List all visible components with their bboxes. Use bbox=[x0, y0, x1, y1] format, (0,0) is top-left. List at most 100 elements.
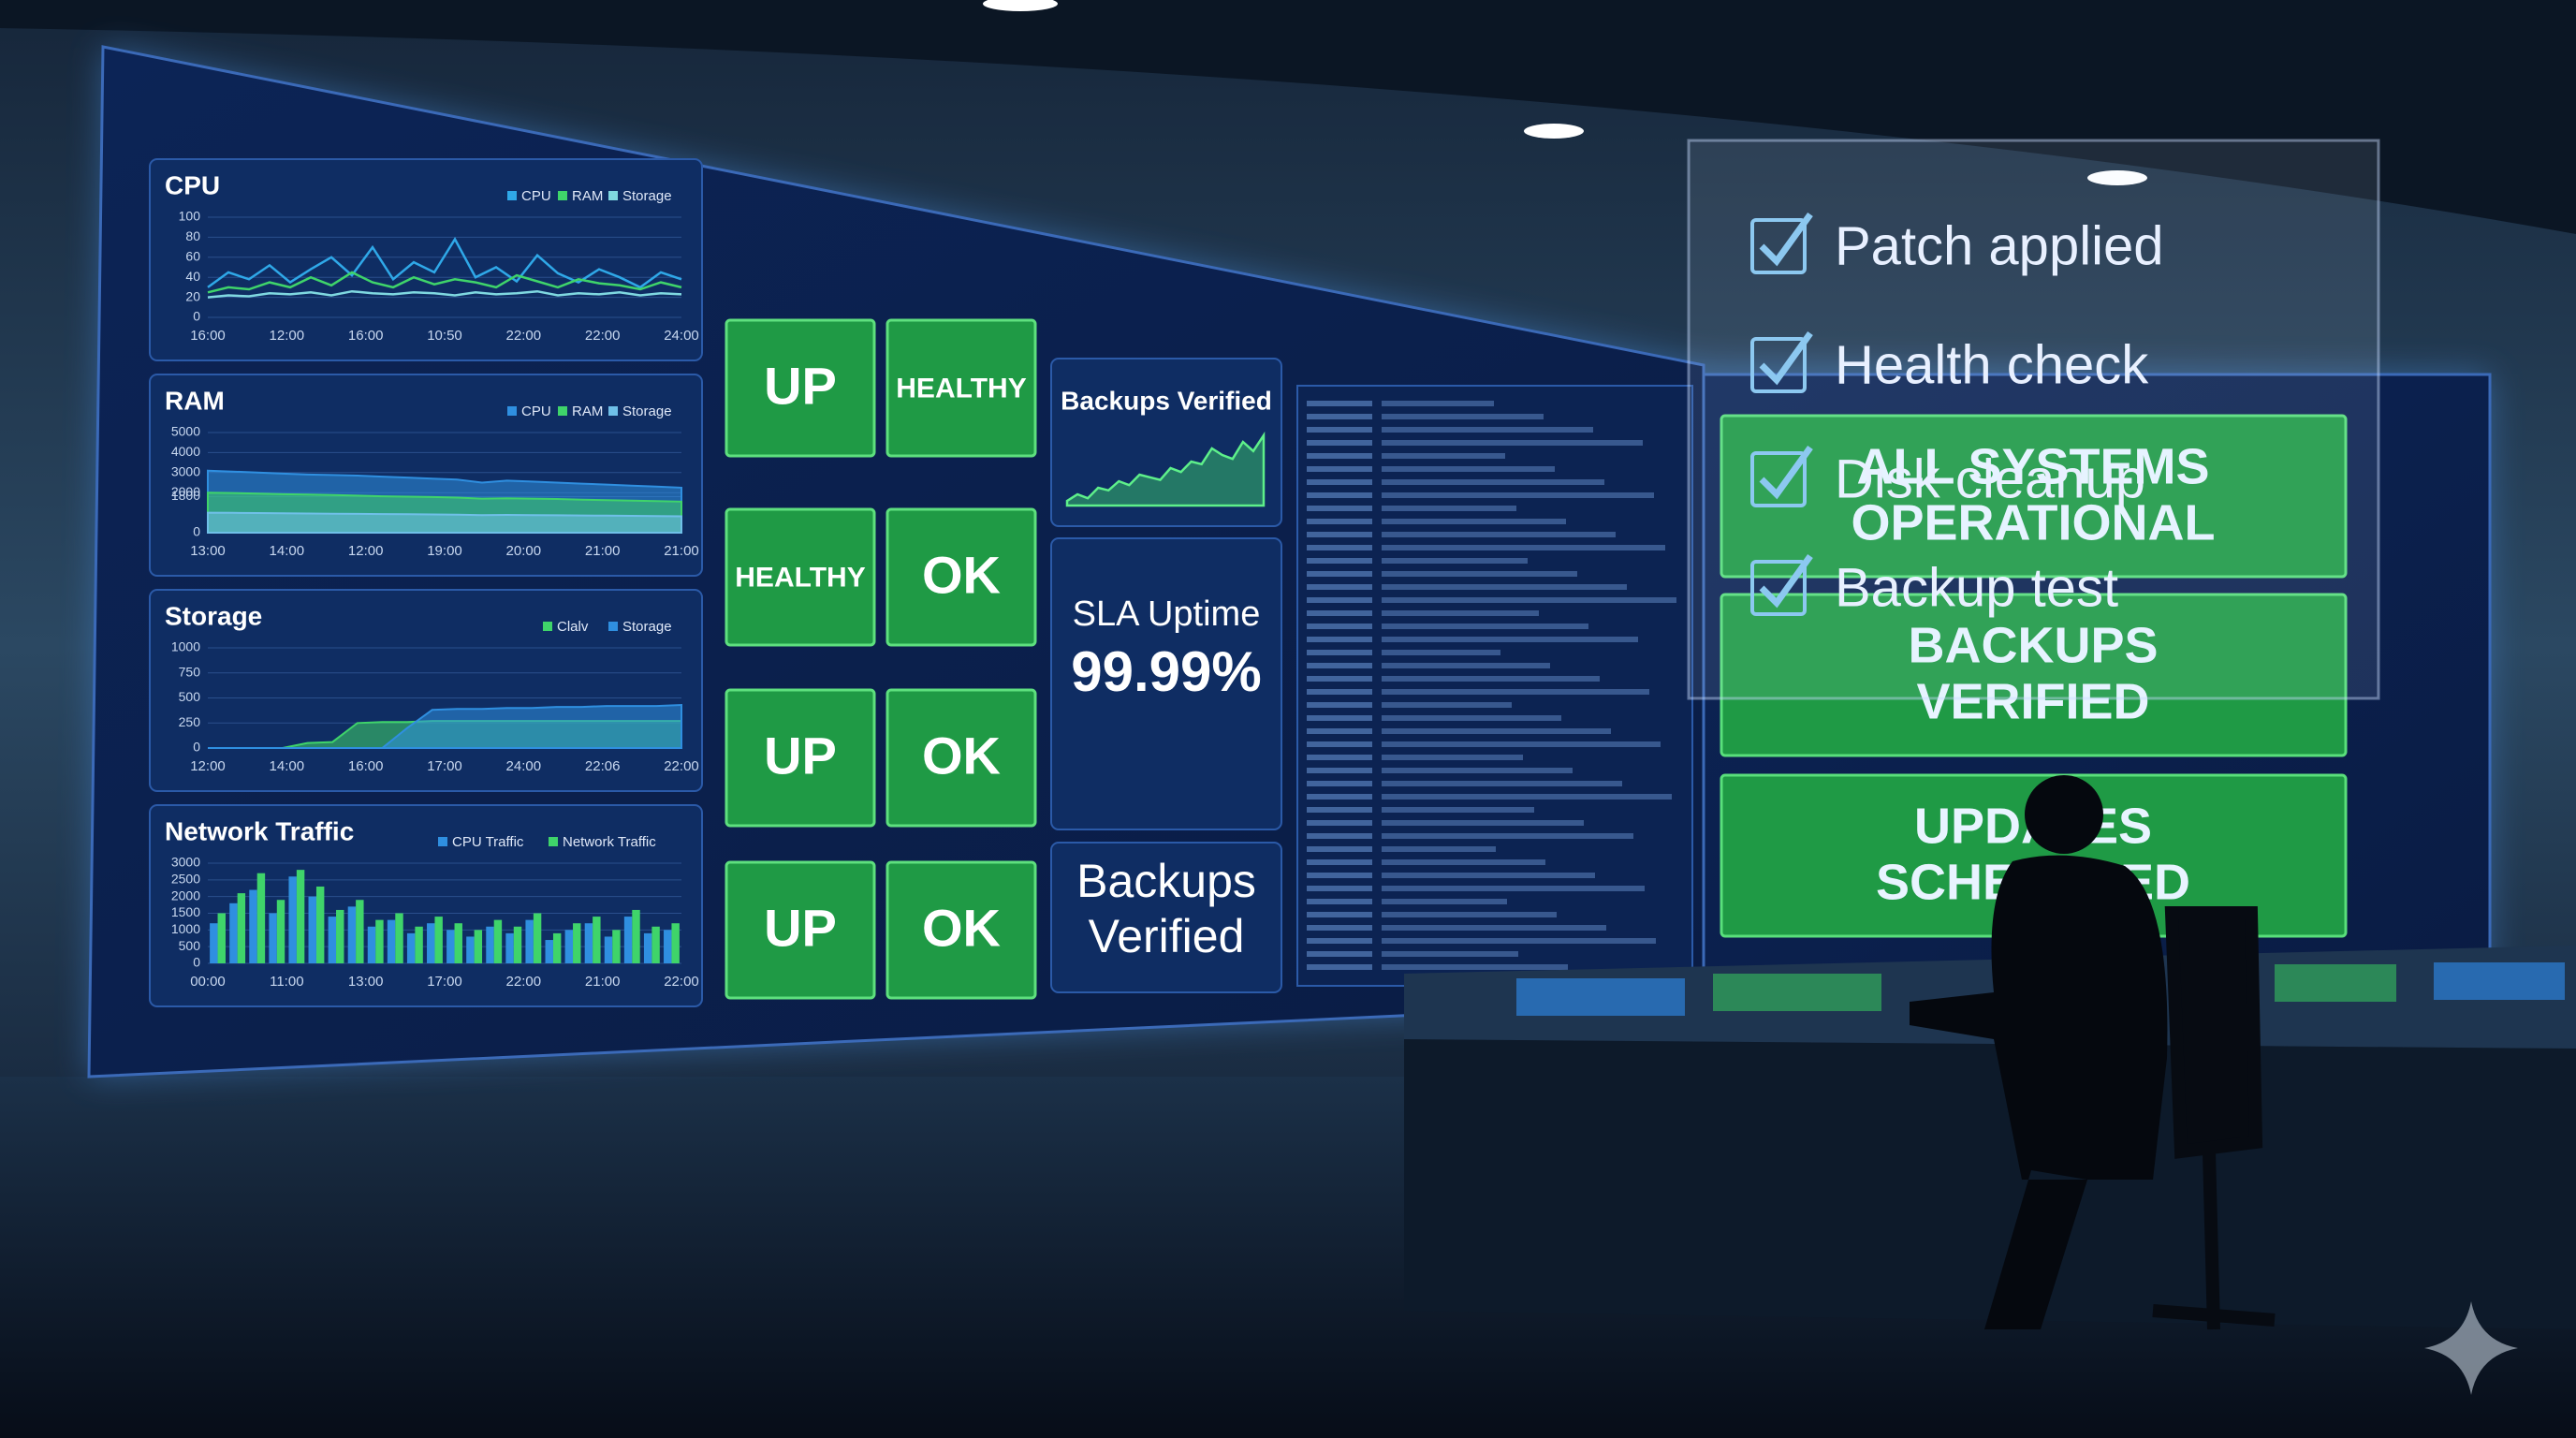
x-tick-label: 22:00 bbox=[664, 758, 699, 774]
x-tick-label: 12:00 bbox=[190, 758, 226, 774]
legend-label: Storage bbox=[622, 619, 672, 635]
checkmark bbox=[1759, 445, 1813, 500]
legend-label: CPU bbox=[521, 188, 551, 204]
x-tick-label: 14:00 bbox=[270, 758, 305, 774]
chair bbox=[2152, 906, 2276, 1330]
x-tick-label: 17:00 bbox=[427, 974, 462, 990]
status-tile bbox=[886, 860, 1037, 1000]
bar bbox=[454, 923, 462, 963]
legend-label: Network Traffic bbox=[563, 834, 656, 850]
bar bbox=[671, 923, 680, 963]
bar bbox=[367, 926, 376, 963]
bar bbox=[623, 917, 633, 963]
log-line bbox=[1307, 938, 1372, 944]
log-line bbox=[1382, 768, 1573, 773]
log-line bbox=[1382, 846, 1496, 852]
log-line bbox=[1307, 519, 1372, 524]
log-line bbox=[1382, 466, 1555, 472]
status-banner-text: ALL SYSTEMS bbox=[1856, 438, 2209, 494]
log-line bbox=[1382, 938, 1656, 944]
status-tile bbox=[724, 688, 876, 828]
panel bbox=[1050, 358, 1282, 527]
bar bbox=[632, 909, 640, 963]
log-line bbox=[1382, 453, 1505, 459]
log-line bbox=[1307, 820, 1372, 826]
log-line bbox=[1382, 532, 1616, 537]
y-tick-label: 1800 bbox=[171, 488, 200, 503]
log-line bbox=[1382, 624, 1588, 629]
log-line bbox=[1307, 755, 1372, 760]
log-line bbox=[1382, 637, 1638, 642]
bar bbox=[296, 870, 305, 963]
log-line bbox=[1382, 427, 1593, 433]
y-tick-label: 0 bbox=[193, 955, 200, 970]
legend-swatch bbox=[549, 837, 558, 846]
log-line bbox=[1382, 794, 1672, 800]
operator-head bbox=[2025, 775, 2103, 854]
x-tick-label: 12:00 bbox=[348, 543, 384, 559]
log-line bbox=[1382, 584, 1627, 590]
status-tile bbox=[886, 688, 1037, 828]
log-line bbox=[1307, 558, 1372, 564]
bar bbox=[505, 932, 514, 963]
bar bbox=[446, 930, 455, 963]
bar bbox=[308, 896, 316, 963]
backups-line: Backups bbox=[1076, 855, 1256, 907]
line bbox=[207, 271, 682, 294]
y-tick-label: 1500 bbox=[171, 904, 200, 919]
log-line bbox=[1307, 951, 1372, 957]
sparkline-area bbox=[1065, 431, 1266, 507]
panel-title: RAM bbox=[165, 386, 225, 415]
ceiling-light bbox=[1524, 124, 1584, 139]
status-banner-text: OPERATIONAL bbox=[1852, 494, 2216, 550]
y-tick-label: 500 bbox=[179, 689, 201, 704]
bar bbox=[356, 900, 364, 963]
y-tick-label: 2000 bbox=[171, 484, 200, 499]
sparkle-icon bbox=[2424, 1301, 2518, 1395]
sla-value: 99.99% bbox=[1071, 640, 1262, 703]
y-tick-label: 80 bbox=[185, 228, 200, 243]
x-tick-label: 22:00 bbox=[664, 974, 699, 990]
status-tile-label: OK bbox=[922, 726, 1001, 785]
status-tile-label: UP bbox=[764, 898, 837, 957]
log-line bbox=[1382, 807, 1534, 813]
log-line bbox=[1307, 715, 1372, 721]
checkmark bbox=[1759, 212, 1813, 267]
log-line bbox=[1382, 873, 1595, 878]
bar bbox=[347, 906, 357, 963]
bar bbox=[533, 913, 542, 963]
bar bbox=[229, 902, 238, 963]
panel-title: Storage bbox=[165, 601, 262, 630]
x-tick-label: 12:00 bbox=[270, 328, 305, 344]
log-line bbox=[1307, 859, 1372, 865]
log-line bbox=[1382, 414, 1544, 419]
log-line bbox=[1307, 676, 1372, 682]
log-line bbox=[1307, 689, 1372, 695]
bar bbox=[584, 923, 593, 963]
y-tick-label: 1000 bbox=[171, 639, 200, 654]
bar bbox=[415, 926, 423, 963]
bar bbox=[434, 917, 443, 963]
log-line bbox=[1307, 597, 1372, 603]
log-line bbox=[1307, 479, 1372, 485]
status-tile bbox=[724, 860, 876, 1000]
panel-title: Network Traffic bbox=[165, 816, 354, 845]
x-tick-label: 20:00 bbox=[506, 543, 542, 559]
log-line bbox=[1382, 689, 1649, 695]
sparkline bbox=[1065, 431, 1266, 507]
y-tick-label: 3000 bbox=[171, 855, 200, 870]
x-tick-label: 11:00 bbox=[270, 974, 303, 990]
bar bbox=[237, 893, 246, 963]
bar bbox=[328, 917, 337, 963]
checklist-item: Disk cleanup bbox=[1835, 448, 2145, 509]
log-line bbox=[1307, 728, 1372, 734]
bar bbox=[276, 900, 285, 963]
x-tick-label: 22:00 bbox=[506, 328, 542, 344]
x-tick-label: 21:00 bbox=[585, 974, 621, 990]
log-line bbox=[1307, 886, 1372, 891]
bar bbox=[604, 936, 613, 963]
log-line bbox=[1307, 532, 1372, 537]
y-tick-label: 100 bbox=[179, 209, 201, 224]
y-tick-label: 4000 bbox=[171, 444, 200, 459]
